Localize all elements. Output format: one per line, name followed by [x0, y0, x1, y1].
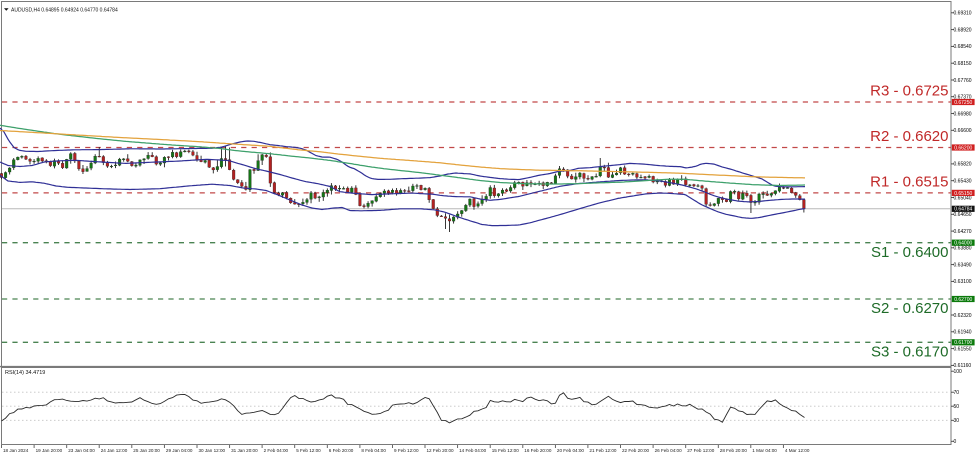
svg-text:26 Feb 04:00: 26 Feb 04:00 — [655, 448, 683, 453]
svg-text:15 Feb 12:00: 15 Feb 12:00 — [492, 448, 520, 453]
svg-text:50: 50 — [954, 404, 960, 410]
svg-text:0.61940: 0.61940 — [954, 330, 972, 336]
svg-text:5 Feb 12:00: 5 Feb 12:00 — [296, 448, 321, 453]
svg-text:0.66980: 0.66980 — [954, 111, 972, 117]
svg-text:0.67370: 0.67370 — [954, 95, 972, 101]
svg-text:0.65430: 0.65430 — [954, 179, 972, 185]
svg-text:24 Jan 12:00: 24 Jan 12:00 — [101, 448, 128, 453]
svg-text:0.63880: 0.63880 — [954, 246, 972, 252]
svg-text:AUDUSD,H4 0.64895 0.64924 0.6: AUDUSD,H4 0.64895 0.64924 0.64770 0.6478… — [11, 8, 118, 14]
svg-text:0.64270: 0.64270 — [954, 229, 972, 235]
svg-text:6 Feb 20:00: 6 Feb 20:00 — [329, 448, 354, 453]
svg-text:0.65040: 0.65040 — [954, 195, 972, 201]
svg-text:0.65150: 0.65150 — [954, 191, 972, 197]
svg-text:0.62320: 0.62320 — [954, 313, 972, 319]
svg-text:R3 - 0.6725: R3 - 0.6725 — [870, 83, 948, 100]
svg-text:1 Mar 04:00: 1 Mar 04:00 — [752, 448, 777, 453]
svg-text:S3 - 0.6170: S3 - 0.6170 — [871, 344, 949, 361]
svg-text:0.67250: 0.67250 — [954, 100, 972, 106]
svg-text:0.67760: 0.67760 — [954, 78, 972, 84]
svg-text:22 Feb 20:00: 22 Feb 20:00 — [622, 448, 650, 453]
svg-text:RSI(14) 34.4719: RSI(14) 34.4719 — [5, 370, 45, 376]
svg-text:0.64784: 0.64784 — [954, 207, 972, 213]
svg-text:2 Feb 04:00: 2 Feb 04:00 — [264, 448, 289, 453]
svg-text:0.62700: 0.62700 — [954, 297, 972, 303]
svg-text:14 Feb 04:00: 14 Feb 04:00 — [459, 448, 487, 453]
svg-text:R2 - 0.6620: R2 - 0.6620 — [870, 128, 948, 145]
svg-text:0.65820: 0.65820 — [954, 162, 972, 168]
svg-text:S2 - 0.6270: S2 - 0.6270 — [871, 300, 949, 317]
svg-text:0.64650: 0.64650 — [954, 212, 972, 218]
svg-text:0.63490: 0.63490 — [954, 262, 972, 268]
svg-text:0.64000: 0.64000 — [954, 241, 972, 247]
svg-text:100: 100 — [954, 369, 963, 375]
svg-text:16 Feb 20:00: 16 Feb 20:00 — [524, 448, 552, 453]
svg-text:0.68150: 0.68150 — [954, 61, 972, 67]
svg-text:12 Feb 20:00: 12 Feb 20:00 — [427, 448, 455, 453]
svg-text:0.66600: 0.66600 — [954, 128, 972, 134]
svg-text:0.63100: 0.63100 — [954, 279, 972, 285]
svg-text:8 Feb 04:00: 8 Feb 04:00 — [361, 448, 386, 453]
svg-text:21 Feb 12:00: 21 Feb 12:00 — [589, 448, 617, 453]
svg-text:20 Feb 04:00: 20 Feb 04:00 — [557, 448, 585, 453]
svg-text:S1 - 0.6400: S1 - 0.6400 — [871, 244, 949, 261]
svg-text:70: 70 — [954, 390, 960, 396]
svg-text:0.61700: 0.61700 — [954, 340, 972, 346]
svg-text:0: 0 — [954, 439, 957, 445]
svg-text:0.61550: 0.61550 — [954, 346, 972, 352]
svg-text:18 Jan 2024: 18 Jan 2024 — [3, 448, 29, 453]
svg-text:23 Jan 04:00: 23 Jan 04:00 — [68, 448, 95, 453]
svg-text:R1 - 0.6515: R1 - 0.6515 — [870, 174, 948, 191]
svg-text:0.68920: 0.68920 — [954, 27, 972, 33]
svg-text:25 Jan 20:00: 25 Jan 20:00 — [133, 448, 160, 453]
svg-text:0.69310: 0.69310 — [954, 11, 972, 17]
svg-text:30 Jan 12:00: 30 Jan 12:00 — [199, 448, 226, 453]
svg-text:0.61160: 0.61160 — [954, 363, 972, 369]
svg-text:31 Jan 20:00: 31 Jan 20:00 — [231, 448, 258, 453]
svg-text:4 Mar 12:00: 4 Mar 12:00 — [785, 448, 810, 453]
svg-text:0.68540: 0.68540 — [954, 44, 972, 50]
svg-text:27 Feb 12:00: 27 Feb 12:00 — [687, 448, 715, 453]
svg-text:0.66200: 0.66200 — [954, 145, 972, 151]
svg-text:9 Feb 12:00: 9 Feb 12:00 — [394, 448, 419, 453]
svg-text:29 Jan 04:00: 29 Jan 04:00 — [166, 448, 193, 453]
svg-text:30: 30 — [954, 418, 960, 424]
svg-text:19 Jan 20:00: 19 Jan 20:00 — [36, 448, 63, 453]
svg-text:28 Feb 20:00: 28 Feb 20:00 — [720, 448, 748, 453]
